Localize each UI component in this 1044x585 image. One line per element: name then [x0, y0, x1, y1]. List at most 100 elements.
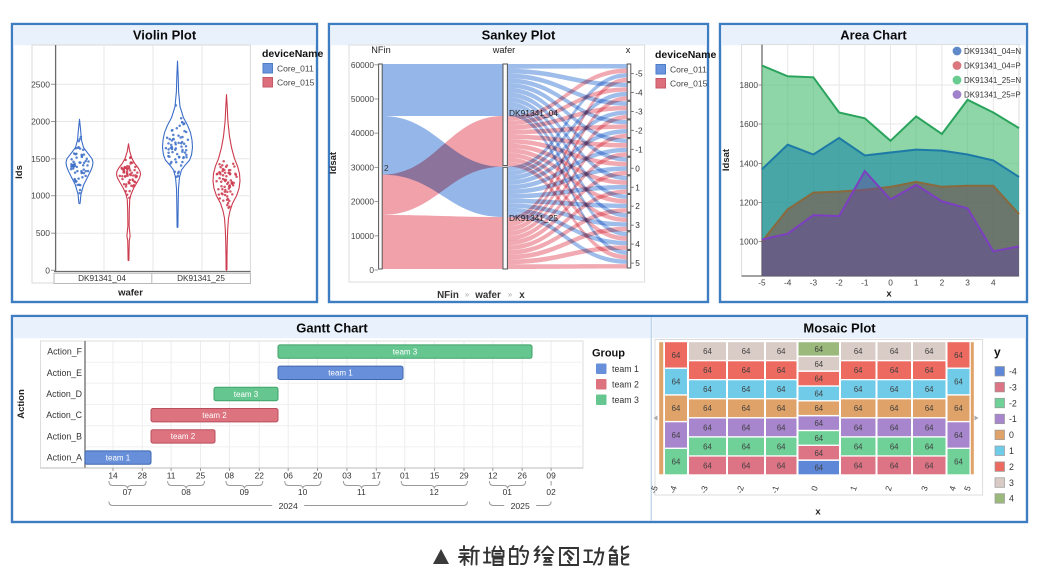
svg-text:-3: -3 — [810, 278, 818, 288]
svg-text:64: 64 — [890, 404, 899, 413]
svg-text:team 3: team 3 — [612, 395, 639, 405]
svg-text:64: 64 — [814, 434, 823, 443]
svg-text:deviceName: deviceName — [262, 48, 323, 60]
svg-text:2: 2 — [635, 201, 640, 211]
svg-text:Action_C: Action_C — [46, 410, 82, 420]
svg-text:2: 2 — [883, 484, 894, 492]
svg-text:Group: Group — [592, 348, 625, 360]
svg-text:64: 64 — [925, 404, 934, 413]
svg-text:Idsat: Idsat — [721, 148, 732, 171]
svg-text:64: 64 — [703, 442, 712, 451]
svg-text:wafer: wafer — [117, 288, 143, 299]
svg-text:64: 64 — [854, 385, 863, 394]
svg-text:Core_015: Core_015 — [670, 79, 708, 89]
svg-text:DK91341_25=N: DK91341_25=N — [964, 76, 1021, 85]
svg-text:Action: Action — [16, 389, 27, 419]
svg-text:-5: -5 — [648, 484, 660, 494]
svg-text:64: 64 — [703, 366, 712, 375]
svg-text:01: 01 — [400, 471, 410, 481]
svg-text:01: 01 — [503, 487, 513, 497]
svg-text:-4: -4 — [1009, 367, 1017, 377]
svg-text:64: 64 — [703, 385, 712, 394]
svg-text:4: 4 — [947, 484, 958, 492]
svg-text:64: 64 — [777, 366, 786, 375]
svg-text:64: 64 — [814, 345, 823, 354]
svg-text:wafer: wafer — [474, 290, 501, 301]
svg-text:DK91341_04: DK91341_04 — [78, 274, 126, 283]
svg-text:64: 64 — [814, 375, 823, 384]
svg-text:-5: -5 — [758, 278, 766, 288]
svg-text:team 2: team 2 — [171, 432, 196, 441]
svg-text:64: 64 — [672, 458, 681, 467]
svg-text:-2: -2 — [1009, 398, 1017, 408]
svg-text:64: 64 — [954, 378, 963, 387]
svg-text:team 2: team 2 — [612, 380, 639, 390]
svg-text:64: 64 — [814, 464, 823, 473]
svg-text:Action_B: Action_B — [47, 431, 82, 441]
svg-text:12: 12 — [429, 487, 439, 497]
svg-text:1: 1 — [848, 484, 859, 492]
svg-text:10: 10 — [298, 487, 308, 497]
svg-text:17: 17 — [372, 471, 382, 481]
svg-text:team 1: team 1 — [106, 453, 131, 462]
svg-text:12: 12 — [488, 471, 498, 481]
svg-text:Idsat: Idsat — [328, 151, 339, 174]
svg-text:-5: -5 — [635, 69, 643, 79]
svg-text:3: 3 — [1009, 478, 1014, 488]
svg-text:»: » — [508, 290, 513, 299]
svg-text:-1: -1 — [1009, 414, 1017, 424]
svg-text:64: 64 — [890, 347, 899, 356]
svg-text:64: 64 — [672, 378, 681, 387]
svg-text:64: 64 — [954, 431, 963, 440]
svg-text:y: y — [994, 345, 1001, 359]
svg-text:64: 64 — [814, 404, 823, 413]
svg-text:5: 5 — [635, 258, 640, 268]
svg-text:09: 09 — [240, 487, 250, 497]
svg-text:0: 0 — [45, 265, 50, 275]
svg-text:4: 4 — [635, 239, 640, 249]
svg-text:64: 64 — [854, 366, 863, 375]
svg-text:11: 11 — [357, 487, 366, 497]
svg-text:3: 3 — [635, 220, 640, 230]
svg-text:64: 64 — [814, 389, 823, 398]
svg-text:64: 64 — [703, 462, 712, 471]
svg-text:64: 64 — [742, 366, 751, 375]
svg-text:NFin: NFin — [437, 290, 459, 301]
svg-text:1400: 1400 — [740, 159, 759, 169]
svg-text:NFin: NFin — [371, 45, 390, 55]
svg-text:64: 64 — [777, 404, 786, 413]
svg-text:Action_F: Action_F — [47, 347, 82, 357]
svg-text:64: 64 — [672, 404, 681, 413]
svg-text:1: 1 — [914, 278, 919, 288]
svg-text:25: 25 — [196, 471, 206, 481]
svg-text:64: 64 — [890, 442, 899, 451]
svg-text:-4: -4 — [784, 278, 792, 288]
svg-text:2: 2 — [384, 163, 389, 173]
svg-text:1: 1 — [635, 182, 640, 192]
svg-text:-4: -4 — [667, 484, 679, 494]
svg-text:30000: 30000 — [351, 162, 374, 172]
svg-text:64: 64 — [890, 462, 899, 471]
svg-text:-1: -1 — [769, 484, 781, 494]
svg-text:64: 64 — [854, 347, 863, 356]
svg-text:2500: 2500 — [31, 79, 50, 89]
svg-text:Action_D: Action_D — [46, 389, 82, 399]
svg-text:0: 0 — [369, 265, 374, 275]
svg-text:64: 64 — [672, 351, 681, 360]
svg-text:-3: -3 — [1009, 382, 1017, 392]
svg-text:64: 64 — [703, 404, 712, 413]
svg-text:64: 64 — [854, 404, 863, 413]
svg-text:team 1: team 1 — [612, 364, 639, 374]
svg-text:team 2: team 2 — [202, 411, 227, 420]
svg-text:DK91341_25: DK91341_25 — [177, 274, 225, 283]
svg-text:50000: 50000 — [351, 94, 374, 104]
svg-text:Core_011: Core_011 — [277, 64, 314, 74]
svg-text:64: 64 — [703, 423, 712, 432]
svg-text:1500: 1500 — [31, 154, 50, 164]
svg-text:-2: -2 — [635, 125, 643, 135]
svg-text:15: 15 — [430, 471, 440, 481]
svg-text:07: 07 — [123, 487, 133, 497]
svg-text:Core_011: Core_011 — [670, 65, 707, 75]
svg-text:29: 29 — [459, 471, 469, 481]
svg-text:03: 03 — [342, 471, 352, 481]
